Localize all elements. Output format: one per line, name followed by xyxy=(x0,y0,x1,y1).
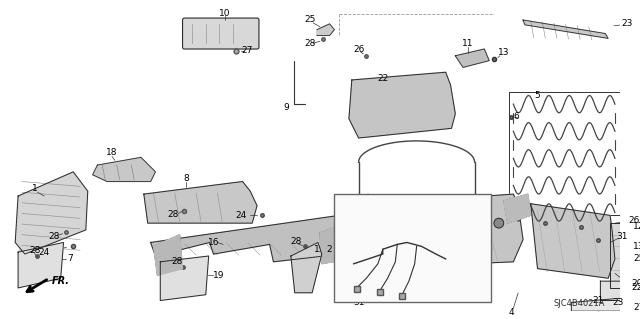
Circle shape xyxy=(451,222,460,232)
Text: SJC4B4021A: SJC4B4021A xyxy=(554,299,605,308)
Text: 8: 8 xyxy=(184,174,189,183)
Text: 28: 28 xyxy=(167,210,179,219)
Polygon shape xyxy=(523,20,608,38)
Text: 19: 19 xyxy=(212,271,224,280)
Polygon shape xyxy=(531,204,615,278)
Polygon shape xyxy=(160,256,209,300)
Polygon shape xyxy=(154,235,182,275)
Text: 26: 26 xyxy=(628,216,640,225)
Polygon shape xyxy=(610,223,634,288)
Text: 23: 23 xyxy=(612,298,623,307)
Text: 28: 28 xyxy=(48,232,60,241)
Circle shape xyxy=(494,218,504,228)
Text: 17: 17 xyxy=(479,235,490,244)
Text: 13: 13 xyxy=(498,48,509,57)
Polygon shape xyxy=(320,223,349,264)
Polygon shape xyxy=(93,157,156,182)
Text: 15: 15 xyxy=(314,245,326,254)
Text: 11: 11 xyxy=(462,39,474,48)
Text: 29: 29 xyxy=(442,248,453,257)
Text: 32: 32 xyxy=(428,271,440,280)
Text: 22: 22 xyxy=(632,284,640,293)
Polygon shape xyxy=(349,194,523,269)
Polygon shape xyxy=(291,242,322,293)
Polygon shape xyxy=(349,194,370,227)
Text: 7: 7 xyxy=(67,255,73,263)
Text: 27: 27 xyxy=(634,303,640,312)
Polygon shape xyxy=(317,24,335,35)
Text: 18: 18 xyxy=(106,148,118,157)
Text: 24: 24 xyxy=(38,248,50,257)
Polygon shape xyxy=(600,281,629,300)
Text: 13: 13 xyxy=(634,242,640,251)
Text: 12: 12 xyxy=(634,222,640,232)
Polygon shape xyxy=(150,215,344,262)
Text: 31: 31 xyxy=(353,298,364,307)
Polygon shape xyxy=(572,298,627,311)
Text: 21: 21 xyxy=(593,296,604,305)
Text: 16: 16 xyxy=(208,238,220,247)
Text: 1: 1 xyxy=(31,184,37,193)
Polygon shape xyxy=(15,172,88,254)
Text: 24: 24 xyxy=(235,211,246,220)
Text: 2: 2 xyxy=(327,245,332,254)
Text: 31: 31 xyxy=(616,232,627,241)
Text: 14: 14 xyxy=(426,286,437,295)
Text: 28: 28 xyxy=(290,237,301,246)
Circle shape xyxy=(402,225,412,235)
Text: 25: 25 xyxy=(305,16,316,25)
Text: FR.: FR. xyxy=(52,276,70,286)
FancyBboxPatch shape xyxy=(182,18,259,49)
Text: 3: 3 xyxy=(380,206,386,215)
Text: 6: 6 xyxy=(513,112,519,121)
Polygon shape xyxy=(144,182,257,223)
Text: 22: 22 xyxy=(377,74,388,83)
Text: 28: 28 xyxy=(171,257,182,266)
Text: 28: 28 xyxy=(29,246,40,255)
Text: 27: 27 xyxy=(242,47,253,56)
Bar xyxy=(335,194,491,302)
Polygon shape xyxy=(455,49,489,67)
Text: 31: 31 xyxy=(345,201,356,210)
Polygon shape xyxy=(18,242,63,288)
Text: 30: 30 xyxy=(442,267,453,276)
Text: 4: 4 xyxy=(509,308,514,317)
Text: 20: 20 xyxy=(632,278,640,288)
Text: 28: 28 xyxy=(305,39,316,48)
Text: 5: 5 xyxy=(534,91,540,100)
Text: 23: 23 xyxy=(622,19,633,28)
Text: 10: 10 xyxy=(220,9,231,18)
Text: 9: 9 xyxy=(283,102,289,112)
Polygon shape xyxy=(504,194,531,223)
Text: 26: 26 xyxy=(353,45,364,54)
Text: 25: 25 xyxy=(634,255,640,263)
Polygon shape xyxy=(349,72,455,138)
Circle shape xyxy=(358,230,368,240)
